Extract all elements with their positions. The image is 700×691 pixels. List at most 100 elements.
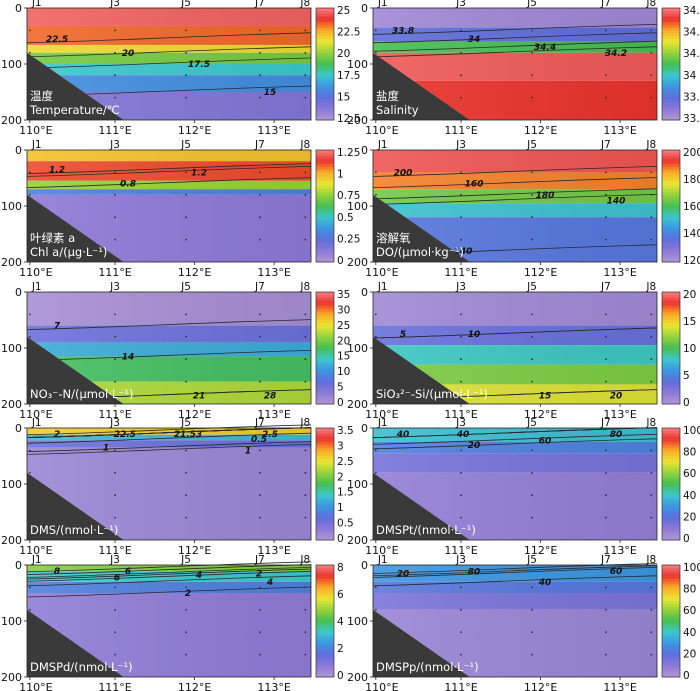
colorbar-swatch xyxy=(316,364,334,369)
contour-label: 1 xyxy=(103,444,109,454)
colorbar-tick-label: 1 xyxy=(337,502,344,514)
colorbar-swatch xyxy=(662,649,680,653)
colorbar-swatch xyxy=(662,663,680,667)
colorbar-tick-label: 15 xyxy=(337,351,350,363)
seafloor xyxy=(27,52,124,120)
sample-dot xyxy=(304,494,307,497)
sample-dot xyxy=(531,171,533,174)
depth-tick-label: 0 xyxy=(361,2,368,15)
lon-tick-label: 111°E xyxy=(98,124,131,137)
sample-dot xyxy=(460,608,462,611)
colorbar-tick-label: 120 xyxy=(683,255,700,267)
contour-line xyxy=(26,561,312,573)
colorbar-swatch xyxy=(662,601,680,605)
colorbar-swatch xyxy=(662,336,680,341)
colorbar-swatch xyxy=(662,206,680,210)
colorbar-swatch xyxy=(316,300,334,304)
depth-tick-label: 200 xyxy=(347,256,368,269)
sample-dot xyxy=(604,96,607,99)
sample-dot xyxy=(114,516,116,519)
colorbar-frame xyxy=(315,291,335,405)
colorbar-tick-label: 180 xyxy=(683,174,700,186)
station-label: J5 xyxy=(526,139,537,151)
sample-dot xyxy=(604,608,607,611)
lon-tick-label: 110°E xyxy=(365,408,398,421)
colorbar-swatch xyxy=(662,231,680,235)
colorbar-swatch xyxy=(662,175,680,179)
contour-label: 40 xyxy=(396,430,410,440)
contour-line xyxy=(372,188,658,200)
colorbar-swatch xyxy=(662,537,680,541)
contour-label: 22.5 xyxy=(46,35,68,45)
colorbar-tick-label: 3 xyxy=(337,440,344,452)
colorbar-swatch xyxy=(316,489,334,493)
colorbar-swatch xyxy=(316,89,334,93)
colorbar-swatch xyxy=(662,94,680,99)
colorbar-swatch xyxy=(662,461,680,465)
colorbar-swatch xyxy=(316,461,334,465)
colorbar-swatch xyxy=(662,150,680,154)
lon-tick-label: 111°E xyxy=(444,266,477,279)
colorbar-tick-label: 2 xyxy=(337,471,344,483)
contour-label: 40 xyxy=(538,578,552,588)
lon-tick-label: 111°E xyxy=(98,266,131,279)
colorbar-swatch xyxy=(316,194,334,199)
colorbar-swatch xyxy=(316,478,334,482)
colorbar-swatch xyxy=(662,217,680,221)
colorbar-frame xyxy=(661,291,681,405)
panel-dmspd: 8 6 4 4 6 2 2 J1 J3 J5 J7 J8 110°E 111°E 112°E 113°E 0 10… xyxy=(1,554,344,691)
station-label: J5 xyxy=(180,417,191,429)
contour-label: 1 xyxy=(245,446,251,456)
colorbar-swatch xyxy=(316,481,334,485)
sample-dot xyxy=(460,193,462,196)
sample-dot xyxy=(114,586,116,589)
colorbar-tick-label: 60 xyxy=(683,468,696,480)
colorbar-swatch xyxy=(316,250,334,255)
panel-label-en: DMSPp/(nmol·L⁻¹) xyxy=(376,660,479,674)
colorbar-swatch xyxy=(662,259,680,263)
colorbar-swatch xyxy=(316,674,334,678)
contour-label: 80 xyxy=(468,568,481,578)
colorbar-swatch xyxy=(316,353,334,357)
contour-line xyxy=(26,441,312,452)
contour-label: 20 xyxy=(610,392,623,402)
station-label: J8 xyxy=(299,554,310,566)
depth-tick-label: 0 xyxy=(361,559,368,572)
station-label: J8 xyxy=(645,0,656,9)
colorbar-swatch xyxy=(662,640,680,644)
colorbar-swatch xyxy=(316,189,334,193)
colorbar-swatch xyxy=(316,401,334,405)
station-label: J3 xyxy=(455,281,466,293)
colorbar-swatch xyxy=(662,503,680,507)
sample-dot xyxy=(304,516,307,519)
colorbar-swatch xyxy=(662,458,680,463)
contour-line xyxy=(26,427,312,438)
colorbar-swatch xyxy=(316,314,334,318)
colorbar-swatch xyxy=(316,359,334,363)
colorbar-swatch xyxy=(316,612,334,616)
colorbar-tick-label: 20 xyxy=(683,648,696,660)
colorbar-swatch xyxy=(662,220,680,224)
colorbar-swatch xyxy=(316,512,334,516)
sample-dot xyxy=(650,335,653,338)
colorbar-swatch xyxy=(316,576,334,580)
colorbar-swatch xyxy=(316,629,334,633)
colorbar-swatch xyxy=(316,433,334,437)
sample-dot xyxy=(185,238,187,241)
colorbar-swatch xyxy=(662,197,680,201)
colorbar-swatch xyxy=(316,308,334,313)
colorbar-swatch xyxy=(662,509,680,513)
panel-salinity: 33.8 34 34.4 34.2 J1 J3 J5 J7 J8 110°E 111°E 112°E 1… xyxy=(347,0,700,137)
sample-dot xyxy=(460,449,462,452)
colorbar-swatch xyxy=(316,467,334,471)
sample-dot xyxy=(258,51,261,54)
colorbar-swatch xyxy=(662,164,680,168)
colorbar-tick-label: 1 xyxy=(337,169,344,181)
colorbar-swatch xyxy=(662,16,680,20)
colorbar-swatch xyxy=(662,64,680,68)
sample-dot xyxy=(114,216,116,219)
colorbar-swatch xyxy=(662,328,680,332)
colorbar-swatch xyxy=(316,325,334,329)
colorbar-tick-label: 100 xyxy=(683,425,700,437)
station-label: J1 xyxy=(377,281,388,293)
